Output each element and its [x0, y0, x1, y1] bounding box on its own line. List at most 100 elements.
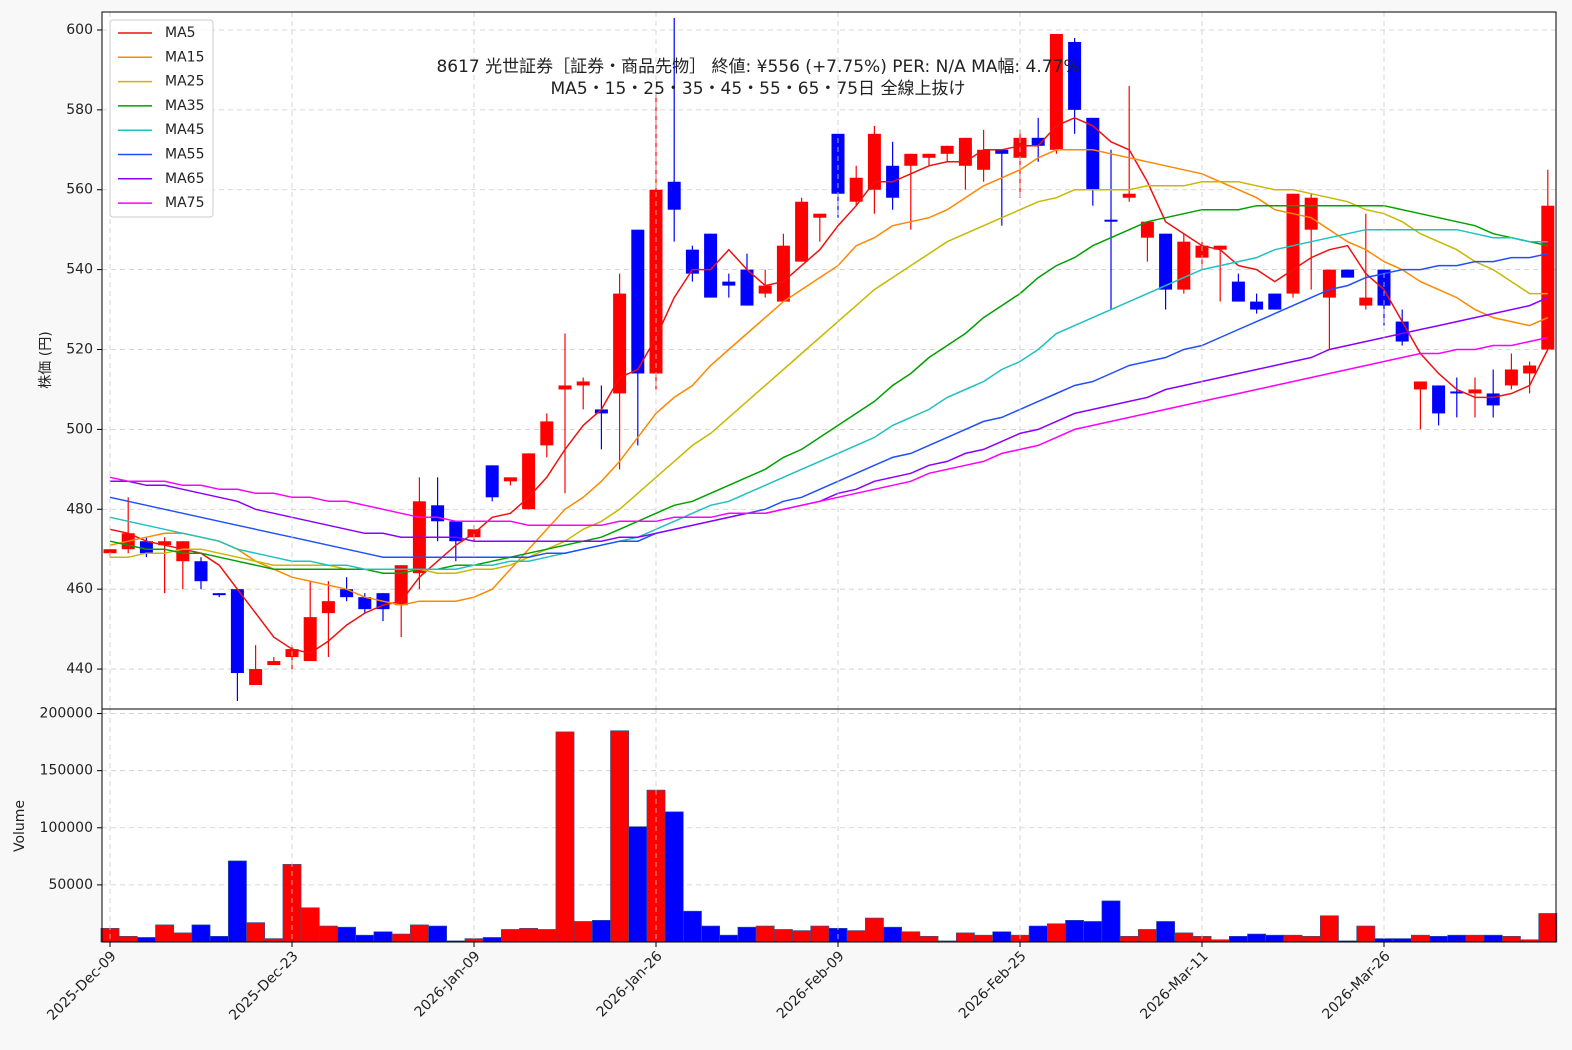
candle-body — [1213, 245, 1227, 250]
candle-body — [867, 133, 881, 190]
legend-label: MA45 — [165, 122, 204, 138]
ma-line — [110, 296, 1549, 542]
volume-bar — [555, 731, 575, 943]
legend-label: MA5 — [165, 25, 196, 41]
candle-body — [758, 285, 772, 294]
volume-bar — [1229, 935, 1248, 943]
candle-body — [1177, 241, 1191, 290]
volume-bar — [482, 937, 502, 943]
candle-body — [1468, 389, 1482, 394]
y-tick-label: 580 — [66, 102, 93, 118]
candle-body — [813, 213, 827, 218]
candle-body — [321, 601, 335, 614]
candle-body — [1304, 197, 1318, 230]
volume-bar — [228, 860, 247, 943]
candle-body — [522, 453, 536, 510]
candle-body — [230, 589, 244, 674]
volume-bar — [337, 926, 357, 943]
volume-bar — [1502, 935, 1521, 943]
x-tick-label: 2026-Feb-25 — [956, 948, 1030, 1022]
candle-body — [1140, 221, 1154, 238]
y-tick-label: 50000 — [48, 877, 93, 893]
volume-bar — [810, 925, 830, 943]
volume-bar — [155, 924, 175, 943]
candle-body — [1104, 219, 1118, 222]
candle-body — [1450, 391, 1464, 394]
volume-bar — [1174, 932, 1194, 943]
candle-body — [194, 561, 208, 582]
y-tick-label: 540 — [66, 262, 93, 278]
candle-body — [1432, 385, 1446, 414]
volume-bar — [191, 924, 211, 943]
volume-bar — [264, 938, 284, 943]
y-tick-label: 100000 — [40, 820, 93, 836]
volume-bar — [1119, 935, 1139, 943]
volume-bar — [701, 925, 721, 943]
chart-title: 8617 光世証券［証券・商品先物］ 終値: ¥556 (+7.75%) PER… — [436, 57, 1079, 77]
y-tick-label: 200000 — [40, 706, 93, 722]
candle-body — [1250, 301, 1264, 310]
volume-bar — [682, 910, 702, 943]
candle-body — [613, 293, 627, 394]
x-tick-label: 2025-Dec-09 — [44, 948, 119, 1023]
candle-body — [940, 145, 954, 154]
candle-body — [1068, 41, 1082, 110]
volume-bar — [1283, 934, 1303, 943]
candle-body — [1359, 297, 1373, 306]
candle-body — [1504, 369, 1518, 386]
volume-bar — [1429, 935, 1449, 943]
candle-body — [558, 385, 572, 390]
volume-bar — [300, 907, 320, 943]
legend-box — [109, 19, 214, 218]
ma-line — [109, 149, 1549, 606]
volume-bar — [1065, 919, 1085, 943]
volume-bar — [1028, 925, 1048, 943]
volume-bar — [519, 927, 539, 943]
y-tick-label: 150000 — [40, 763, 93, 779]
y-tick-label: 480 — [66, 501, 93, 517]
volume-bar — [1411, 934, 1430, 943]
legend-label: MA35 — [165, 98, 204, 114]
y-tick-label: 560 — [66, 182, 93, 198]
candle-body — [449, 521, 463, 542]
plot-background — [102, 12, 1556, 942]
volume-bar — [955, 932, 975, 943]
volume-bar — [373, 931, 393, 943]
volume-frame — [101, 708, 1557, 943]
candle-body — [1286, 193, 1300, 294]
x-tick-label: 2026-Mar-11 — [1137, 948, 1211, 1022]
candle-body — [103, 549, 117, 554]
candle-body — [340, 589, 354, 598]
y-tick-label: 500 — [66, 421, 93, 437]
candle-body — [649, 189, 663, 374]
volume-bar — [1320, 915, 1339, 943]
volume-bar — [864, 917, 884, 943]
volume-bar — [391, 933, 411, 943]
candle-body — [1086, 117, 1100, 190]
candle-body — [1122, 193, 1136, 198]
volume-bar — [1047, 923, 1066, 943]
candle-body — [1322, 269, 1336, 298]
y-tick-label: 440 — [66, 661, 93, 677]
candle-body — [904, 153, 918, 166]
volume-bar — [1138, 929, 1157, 943]
candle-body — [1395, 321, 1409, 342]
volume-bar — [409, 924, 429, 943]
candle-body — [267, 661, 281, 666]
ma-line — [109, 116, 1549, 654]
volume-bar — [464, 938, 484, 943]
x-tick-label: 2026-Feb-09 — [774, 948, 848, 1022]
candle-body — [139, 541, 153, 554]
volume-bar — [1538, 913, 1558, 943]
volume-bar — [118, 935, 138, 943]
volume-bar — [792, 930, 812, 943]
candle-body — [1159, 233, 1173, 290]
volume-bar — [537, 929, 557, 943]
candle-body — [849, 177, 863, 202]
candle-body — [1413, 381, 1427, 390]
volume-bar — [846, 930, 866, 943]
candle-body — [685, 249, 699, 274]
candle-body — [1486, 393, 1500, 406]
candle-body — [576, 381, 590, 386]
candle-body — [1049, 33, 1063, 150]
